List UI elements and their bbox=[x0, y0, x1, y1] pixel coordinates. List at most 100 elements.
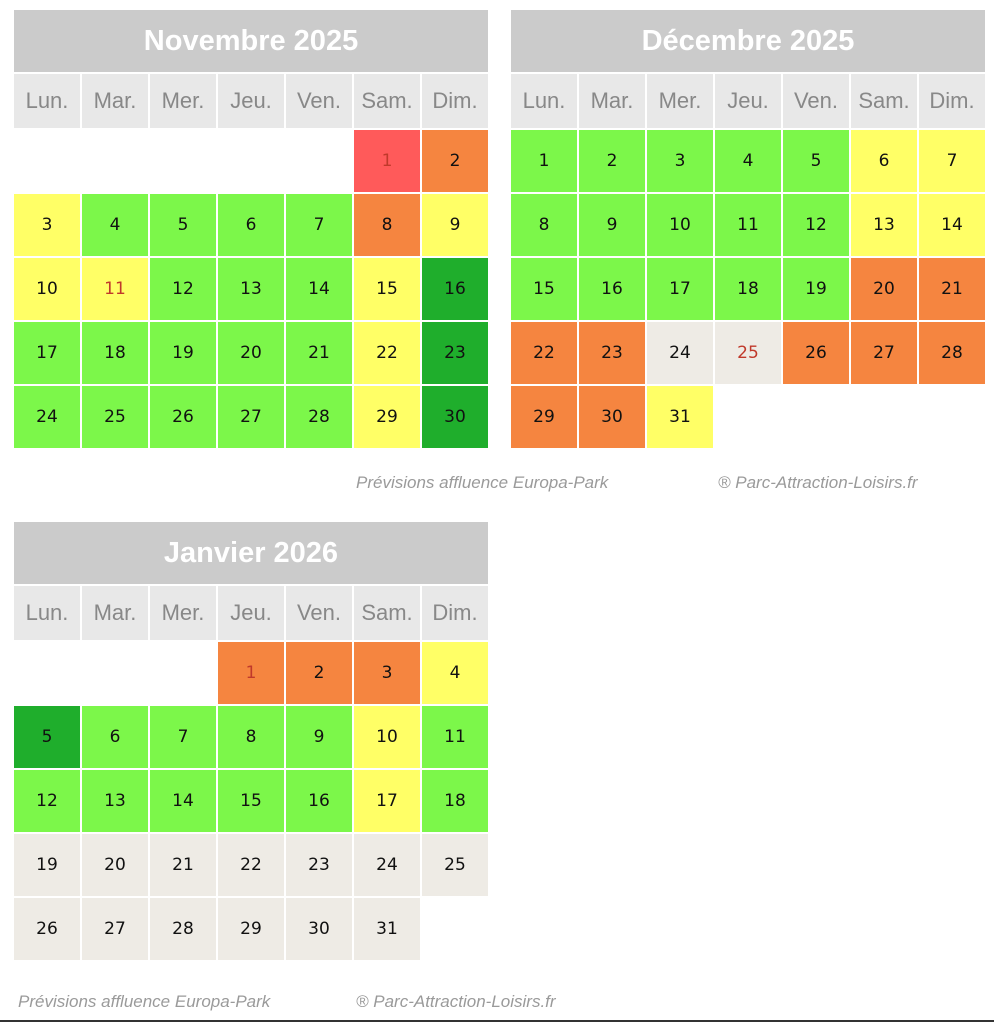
empty-cell bbox=[150, 642, 216, 704]
day-cell: 18 bbox=[82, 322, 148, 384]
empty-cell bbox=[422, 898, 488, 960]
day-cell: 24 bbox=[647, 322, 713, 384]
calendar-november-2025: Novembre 2025 Lun. Mar. Mer. Jeu. Ven. Sam. Di… bbox=[14, 10, 488, 448]
day-cell: 12 bbox=[150, 258, 216, 320]
day-cell: 1 bbox=[218, 642, 284, 704]
calendar-january-2026: Janvier 2026 Lun. Mar. Mer. Jeu. Ven. Sam. Dim… bbox=[14, 522, 488, 960]
weekday-header: Jeu. bbox=[218, 74, 284, 128]
day-cell: 30 bbox=[579, 386, 645, 448]
day-cell: 31 bbox=[354, 898, 420, 960]
weekday-header: Mar. bbox=[82, 586, 148, 640]
empty-cell bbox=[715, 386, 781, 448]
day-cell: 21 bbox=[150, 834, 216, 896]
day-cell: 20 bbox=[82, 834, 148, 896]
weekday-header: Mar. bbox=[82, 74, 148, 128]
day-cell: 2 bbox=[579, 130, 645, 192]
day-cell: 28 bbox=[150, 898, 216, 960]
empty-cell bbox=[150, 130, 216, 192]
weekday-header: Mer. bbox=[150, 586, 216, 640]
empty-cell bbox=[82, 130, 148, 192]
day-cell: 1 bbox=[354, 130, 420, 192]
weekday-header: Dim. bbox=[422, 586, 488, 640]
day-cell: 6 bbox=[218, 194, 284, 256]
day-cell: 15 bbox=[218, 770, 284, 832]
day-cell: 14 bbox=[286, 258, 352, 320]
empty-cell bbox=[14, 130, 80, 192]
day-cell: 25 bbox=[715, 322, 781, 384]
calendar-title: Janvier 2026 bbox=[14, 522, 488, 584]
day-cell: 29 bbox=[218, 898, 284, 960]
credit-forecast: Prévisions affluence Europa-Park bbox=[356, 473, 609, 492]
day-cell: 12 bbox=[14, 770, 80, 832]
day-cell: 27 bbox=[82, 898, 148, 960]
day-cell: 3 bbox=[647, 130, 713, 192]
day-cell: 17 bbox=[647, 258, 713, 320]
day-cell: 23 bbox=[422, 322, 488, 384]
day-cell: 14 bbox=[919, 194, 985, 256]
empty-cell bbox=[82, 642, 148, 704]
day-cell: 29 bbox=[354, 386, 420, 448]
day-cell: 16 bbox=[422, 258, 488, 320]
day-cell: 11 bbox=[422, 706, 488, 768]
weekday-header: Sam. bbox=[354, 74, 420, 128]
weekday-header: Ven. bbox=[286, 586, 352, 640]
day-cell: 26 bbox=[14, 898, 80, 960]
weekday-header: Mer. bbox=[150, 74, 216, 128]
day-cell: 15 bbox=[511, 258, 577, 320]
day-cell: 31 bbox=[647, 386, 713, 448]
calendar-grid: Lun. Mar. Mer. Jeu. Ven. Sam. Dim. 1 2 3 4 5 6 7 8 9 10 1… bbox=[14, 74, 488, 448]
day-cell: 5 bbox=[14, 706, 80, 768]
weekday-header: Dim. bbox=[422, 74, 488, 128]
day-cell: 13 bbox=[218, 258, 284, 320]
day-cell: 2 bbox=[422, 130, 488, 192]
day-cell: 3 bbox=[354, 642, 420, 704]
weekday-header: Jeu. bbox=[715, 74, 781, 128]
weekday-header: Sam. bbox=[851, 74, 917, 128]
day-cell: 22 bbox=[218, 834, 284, 896]
day-cell: 26 bbox=[150, 386, 216, 448]
weekday-header: Ven. bbox=[286, 74, 352, 128]
empty-cell bbox=[218, 130, 284, 192]
day-cell: 28 bbox=[919, 322, 985, 384]
day-cell: 26 bbox=[783, 322, 849, 384]
day-cell: 27 bbox=[851, 322, 917, 384]
weekday-header: Lun. bbox=[511, 74, 577, 128]
weekday-header: Mar. bbox=[579, 74, 645, 128]
day-cell: 21 bbox=[286, 322, 352, 384]
day-cell: 6 bbox=[851, 130, 917, 192]
empty-cell bbox=[919, 386, 985, 448]
day-cell: 25 bbox=[422, 834, 488, 896]
day-cell: 4 bbox=[715, 130, 781, 192]
day-cell: 24 bbox=[354, 834, 420, 896]
day-cell: 3 bbox=[14, 194, 80, 256]
day-cell: 7 bbox=[919, 130, 985, 192]
day-cell: 16 bbox=[286, 770, 352, 832]
credit-forecast: Prévisions affluence Europa-Park bbox=[18, 992, 271, 1011]
calendar-grid: Lun. Mar. Mer. Jeu. Ven. Sam. Dim. 1 2 3 4 5 6 7 8 9 10 1… bbox=[511, 74, 985, 448]
day-cell: 22 bbox=[354, 322, 420, 384]
weekday-header: Mer. bbox=[647, 74, 713, 128]
calendar-grid: Lun. Mar. Mer. Jeu. Ven. Sam. Dim. 1 2 3 4 5 6 7 8 9 10 1… bbox=[14, 586, 488, 960]
day-cell: 4 bbox=[82, 194, 148, 256]
bottom-border bbox=[0, 1020, 994, 1022]
empty-cell bbox=[783, 386, 849, 448]
day-cell: 20 bbox=[851, 258, 917, 320]
day-cell: 30 bbox=[422, 386, 488, 448]
day-cell: 11 bbox=[715, 194, 781, 256]
empty-cell bbox=[851, 386, 917, 448]
credit-copyright: ® Parc-Attraction-Loisirs.fr bbox=[356, 992, 556, 1011]
day-cell: 11 bbox=[82, 258, 148, 320]
day-cell: 14 bbox=[150, 770, 216, 832]
day-cell: 13 bbox=[851, 194, 917, 256]
day-cell: 25 bbox=[82, 386, 148, 448]
day-cell: 7 bbox=[286, 194, 352, 256]
day-cell: 7 bbox=[150, 706, 216, 768]
day-cell: 1 bbox=[511, 130, 577, 192]
day-cell: 2 bbox=[286, 642, 352, 704]
day-cell: 20 bbox=[218, 322, 284, 384]
day-cell: 17 bbox=[14, 322, 80, 384]
day-cell: 19 bbox=[783, 258, 849, 320]
weekday-header: Lun. bbox=[14, 74, 80, 128]
weekday-header: Lun. bbox=[14, 586, 80, 640]
day-cell: 18 bbox=[715, 258, 781, 320]
